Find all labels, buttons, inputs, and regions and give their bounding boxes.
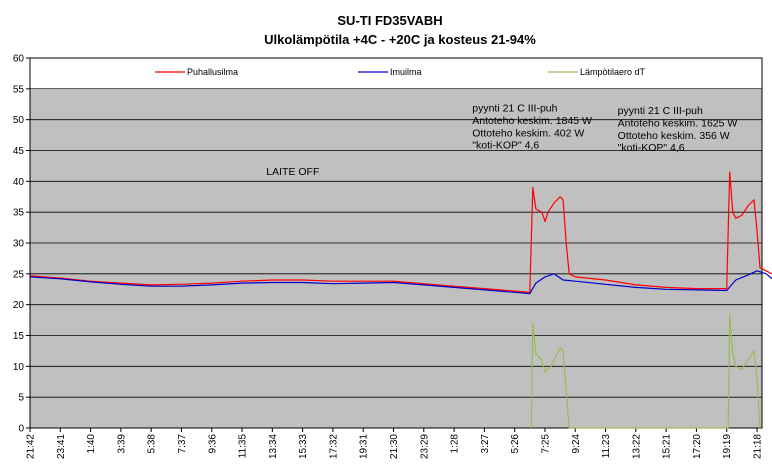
x-tick-label: 13:22	[631, 434, 642, 459]
annotation-text: "koti-KOP" 4,6	[472, 140, 539, 152]
annotation-text: Antoteho keskim. 1845 W	[472, 115, 592, 127]
series-line-2	[530, 313, 761, 429]
legend-label-0: Puhallusilma	[187, 67, 238, 77]
annotation-text: LAITE OFF	[266, 166, 319, 178]
x-tick-label: 19:19	[722, 434, 733, 459]
legend-box	[30, 58, 762, 90]
x-tick-label: 5:26	[510, 434, 521, 454]
annotation-text: "koti-KOP" 4,6	[618, 142, 685, 154]
chart-title: SU-TI FD35VABH	[337, 13, 442, 28]
x-tick-label: 7:25	[540, 434, 551, 454]
x-tick-label: 23:29	[419, 434, 430, 459]
y-tick-label: 55	[13, 84, 25, 95]
y-tick-label: 15	[13, 331, 25, 342]
series-group	[29, 171, 772, 429]
x-tick-label: 11:35	[238, 434, 249, 459]
x-tick-label: 13:34	[268, 434, 279, 459]
annotation-text: pyynti 21 C III-puh	[472, 103, 557, 115]
annotation-text: Antoteho keskim. 1625 W	[618, 117, 738, 129]
annotation-text: pyynti 21 C III-puh	[618, 105, 703, 117]
x-tick-label: 21:18	[753, 434, 764, 459]
x-tick-label: 1:40	[86, 434, 97, 454]
x-tick-label: 9:36	[207, 434, 218, 454]
x-tick-label: 19:31	[359, 434, 370, 459]
x-tick-label: 9:24	[571, 434, 582, 454]
plot-background	[30, 90, 762, 428]
y-tick-label: 20	[13, 300, 25, 311]
x-axis: 21:42 23:41 1:40 3:39 5:38 7:37 9:36 11:35 13:34…	[26, 428, 764, 459]
grid	[29, 57, 763, 429]
legend-label-2: Lämpötilaero dT	[580, 67, 646, 77]
x-tick-label: 15:21	[662, 434, 673, 459]
y-tick-label: 25	[13, 269, 25, 280]
series-line-0	[29, 171, 772, 293]
y-tick-label: 60	[13, 54, 25, 65]
x-tick-label: 17:32	[328, 434, 339, 459]
x-tick-label: 3:27	[480, 434, 491, 454]
legend-label-1: Imuilma	[390, 67, 422, 77]
x-tick-label: 5:38	[147, 434, 158, 454]
y-tick-label: 35	[13, 208, 25, 219]
y-tick-label: 50	[13, 115, 25, 126]
y-tick-label: 45	[13, 146, 25, 157]
annotation-text: Ottoteho keskim. 356 W	[618, 130, 730, 142]
x-tick-label: 1:28	[450, 434, 461, 454]
chart-subtitle: Ulkolämpötila +4C - +20C ja kosteus 21-9…	[264, 32, 536, 47]
x-tick-label: 11:23	[601, 434, 612, 459]
x-tick-label: 15:33	[298, 434, 309, 459]
x-tick-label: 21:30	[389, 434, 400, 459]
y-tick-label: 5	[18, 393, 24, 404]
legend: Puhallusilma Imuilma Lämpötilaero dT	[155, 67, 646, 77]
y-tick-label: 0	[18, 424, 24, 435]
x-tick-label: 21:42	[26, 434, 37, 459]
x-tick-label: 17:20	[692, 434, 703, 459]
series-line-1	[29, 270, 772, 295]
y-tick-label: 10	[13, 362, 25, 373]
x-tick-label: 3:39	[116, 434, 127, 454]
y-axis: 0 5 10 15 20 25 30 35 40 45 50 55 60	[13, 54, 30, 435]
annotation-text: Ottoteho keskim. 402 W	[472, 127, 584, 139]
y-tick-label: 40	[13, 177, 25, 188]
x-tick-label: 23:41	[56, 434, 67, 459]
y-tick-label: 30	[13, 239, 25, 250]
x-tick-label: 7:37	[177, 434, 188, 454]
